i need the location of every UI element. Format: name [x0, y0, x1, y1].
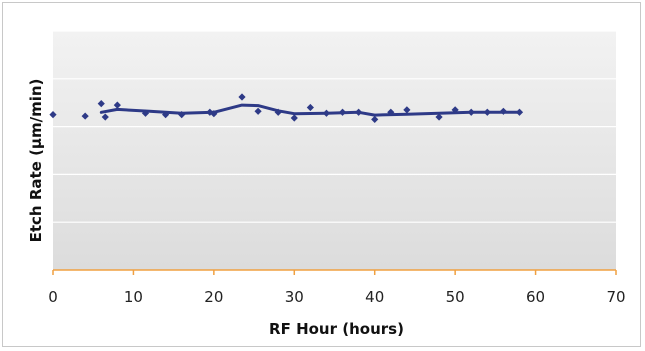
x-tick-label: 10 — [124, 288, 143, 306]
data-point — [499, 107, 507, 115]
data-point — [178, 111, 186, 119]
data-point — [210, 110, 218, 118]
data-point — [467, 108, 475, 116]
data-point — [483, 108, 491, 116]
data-point — [306, 103, 314, 112]
x-tick-label: 70 — [606, 288, 625, 306]
plot-area — [53, 31, 616, 270]
x-tick-label: 20 — [204, 288, 223, 306]
data-point — [81, 112, 89, 120]
data-point — [274, 108, 282, 116]
data-point — [290, 114, 298, 122]
data-point — [322, 109, 331, 117]
data-point — [435, 113, 443, 121]
x-tick-label: 60 — [526, 288, 545, 306]
data-point — [101, 113, 109, 121]
data-point — [371, 115, 379, 124]
data-point — [238, 93, 246, 101]
data-point — [113, 101, 121, 109]
data-point — [141, 109, 150, 117]
chart-frame: 0 10 20 30 40 50 60 70 RF Hour (hours) Etch Rat… — [2, 2, 641, 347]
x-tick-label: 40 — [365, 288, 384, 306]
chart-svg: 0 10 20 30 40 50 60 70 RF Hour (hours) Etch Rat… — [27, 30, 626, 338]
data-point — [49, 111, 57, 119]
x-tick-label: 30 — [285, 288, 304, 306]
data-point — [451, 106, 459, 114]
data-point — [387, 108, 395, 116]
data-point — [97, 100, 105, 108]
data-point — [515, 108, 524, 116]
data-point — [162, 111, 170, 119]
data-point — [355, 108, 363, 116]
data-point — [403, 106, 411, 114]
x-tick-label: 50 — [446, 288, 465, 306]
x-tick-label: 0 — [48, 288, 58, 306]
x-axis-title: RF Hour (hours) — [269, 320, 404, 338]
data-point — [338, 108, 347, 116]
y-axis-title: Etch Rate (µm/min) — [27, 79, 45, 243]
trend-line — [99, 103, 521, 117]
